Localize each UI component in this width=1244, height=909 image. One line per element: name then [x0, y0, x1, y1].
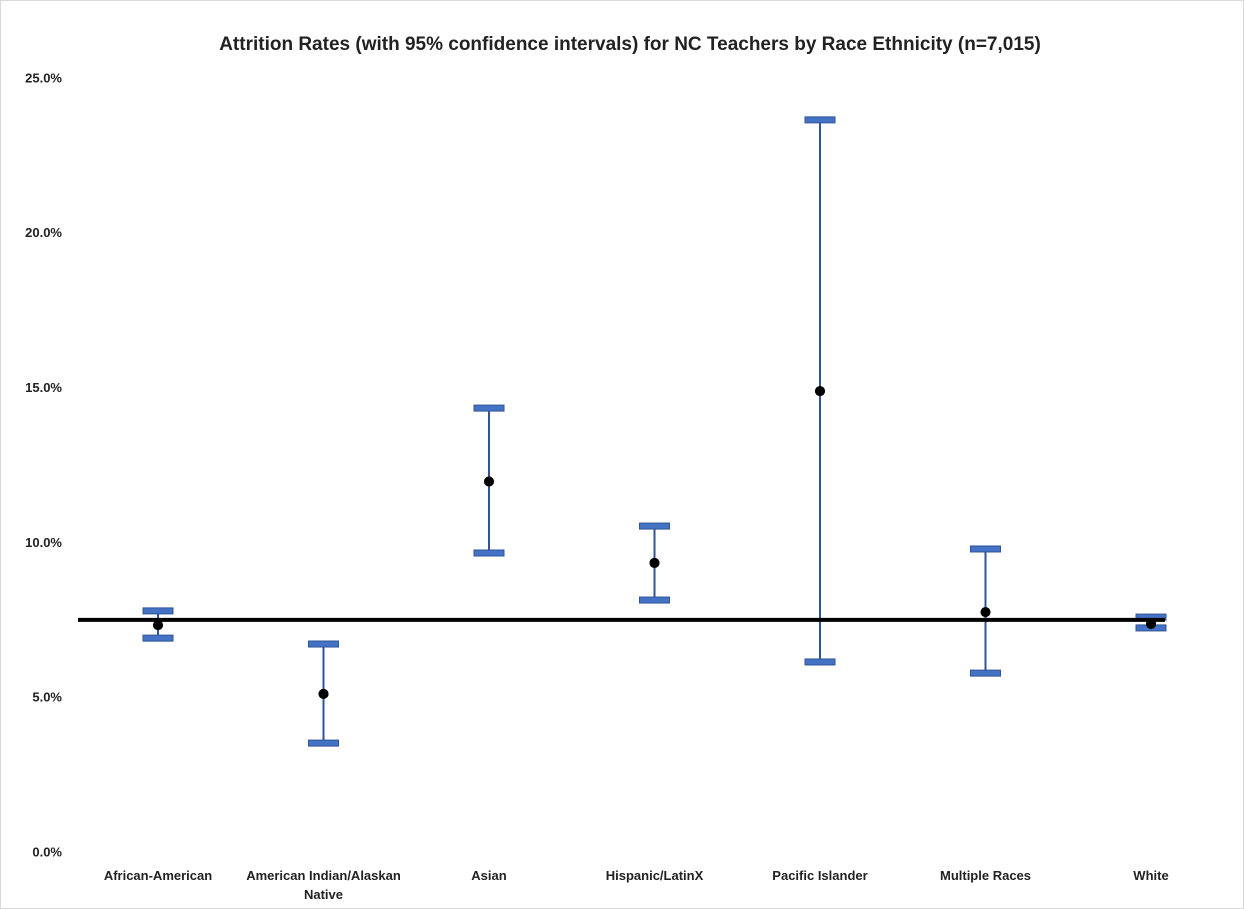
error-cap: [473, 549, 505, 557]
x-tick-label: Hispanic/LatinX: [605, 868, 704, 883]
point-overlay: [1146, 618, 1156, 629]
y-tick-label: 5.0%: [32, 690, 62, 705]
y-tick-label: 20.0%: [25, 225, 62, 240]
error-cap: [308, 739, 339, 747]
error-cap: [970, 545, 1001, 553]
point-overlay: [318, 688, 329, 699]
error-cap: [142, 634, 174, 642]
error-cap: [473, 404, 505, 412]
point-overlay: [815, 386, 825, 397]
y-tick-label: 0.0%: [32, 844, 62, 859]
x-tick-label: Multiple Races: [939, 868, 1032, 883]
error-cap: [142, 607, 174, 615]
y-tick-label: 15.0%: [25, 380, 62, 395]
y-tick-label: 25.0%: [25, 70, 62, 85]
x-tick-label: Pacific Islander: [772, 868, 868, 883]
error-cap: [308, 640, 339, 648]
error-cap: [804, 658, 836, 666]
point-overlay: [153, 620, 163, 631]
x-tick-label: American Indian/Alaskan Native: [246, 868, 401, 902]
error-cap: [970, 669, 1001, 677]
x-tick-label: Asian: [471, 868, 507, 883]
x-tick-label: African-American: [103, 868, 213, 883]
error-cap: [639, 522, 670, 530]
y-tick-label: 10.0%: [25, 535, 62, 550]
chart-title: Attrition Rates (with 95% confidence int…: [219, 34, 1041, 55]
point-overlay: [980, 607, 991, 618]
error-cap: [804, 116, 836, 124]
point-overlay: [484, 476, 494, 487]
x-tick-label: White: [1133, 868, 1169, 883]
point-overlay: [649, 557, 660, 568]
error-cap: [639, 596, 670, 604]
